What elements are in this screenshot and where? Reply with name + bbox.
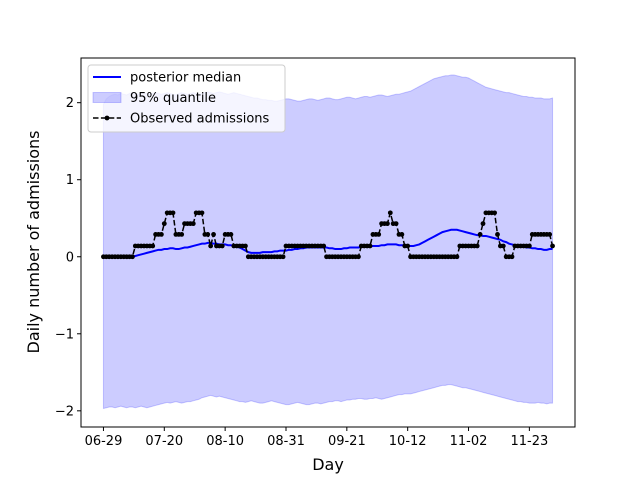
y-tick-label: −1 <box>55 327 74 342</box>
observed-point <box>219 243 225 249</box>
plot-area <box>101 74 555 410</box>
observed-point <box>387 210 393 216</box>
observed-point <box>170 210 176 216</box>
observed-point <box>495 232 500 237</box>
legend-swatch <box>92 92 122 103</box>
y-tick-label: 1 <box>66 173 74 188</box>
observed-point <box>150 243 156 249</box>
legend-label: posterior median <box>130 71 241 86</box>
legend-label: 95% quantile <box>130 91 216 106</box>
y-tick-label: 0 <box>66 250 74 265</box>
observed-point <box>399 232 405 237</box>
x-axis-label: Day <box>312 455 344 474</box>
observed-point <box>243 243 248 249</box>
observed-point <box>211 232 216 237</box>
x-tick-label: 10-12 <box>389 434 427 449</box>
observed-point <box>205 232 211 237</box>
observed-point <box>474 243 480 249</box>
observed-point <box>190 221 196 227</box>
observed-point <box>405 243 411 249</box>
observed-point <box>509 254 515 260</box>
observed-point <box>500 243 506 249</box>
observed-point <box>208 243 214 249</box>
observed-point <box>179 232 185 237</box>
x-tick-label: 07-20 <box>145 434 183 449</box>
observed-point <box>454 254 460 260</box>
x-tick-label: 08-10 <box>206 434 244 449</box>
legend-label: Observed admissions <box>130 112 270 127</box>
observed-point <box>130 254 135 260</box>
observed-point <box>492 210 497 216</box>
y-tick-label: −2 <box>55 404 74 419</box>
observed-point <box>161 221 167 227</box>
observed-point <box>480 221 486 227</box>
y-tick-label: 2 <box>66 96 74 111</box>
observed-point <box>280 254 286 260</box>
observed-point <box>526 243 532 249</box>
observed-point <box>159 232 164 237</box>
legend-box <box>87 64 286 133</box>
observed-point <box>199 210 205 216</box>
observed-point <box>228 232 234 237</box>
observed-point <box>547 232 553 237</box>
axes-frame <box>80 57 576 428</box>
x-tick-label: 08-31 <box>267 434 305 449</box>
observed-point <box>550 243 555 249</box>
x-tick-label: 09-21 <box>328 434 366 449</box>
observed-point <box>367 243 373 249</box>
observed-point <box>384 221 390 227</box>
legend-marker <box>104 115 110 121</box>
y-axis-label: Daily number of admissions <box>24 131 43 354</box>
observed-point <box>393 221 399 227</box>
x-tick-label: 11-23 <box>510 434 548 449</box>
x-tick-label: 11-02 <box>450 434 488 449</box>
observed-point <box>321 243 327 249</box>
observed-point <box>477 232 483 237</box>
median-line <box>103 228 553 258</box>
x-tick-label: 06-29 <box>85 434 123 449</box>
observed-point <box>356 254 361 260</box>
observed-point <box>376 232 382 237</box>
